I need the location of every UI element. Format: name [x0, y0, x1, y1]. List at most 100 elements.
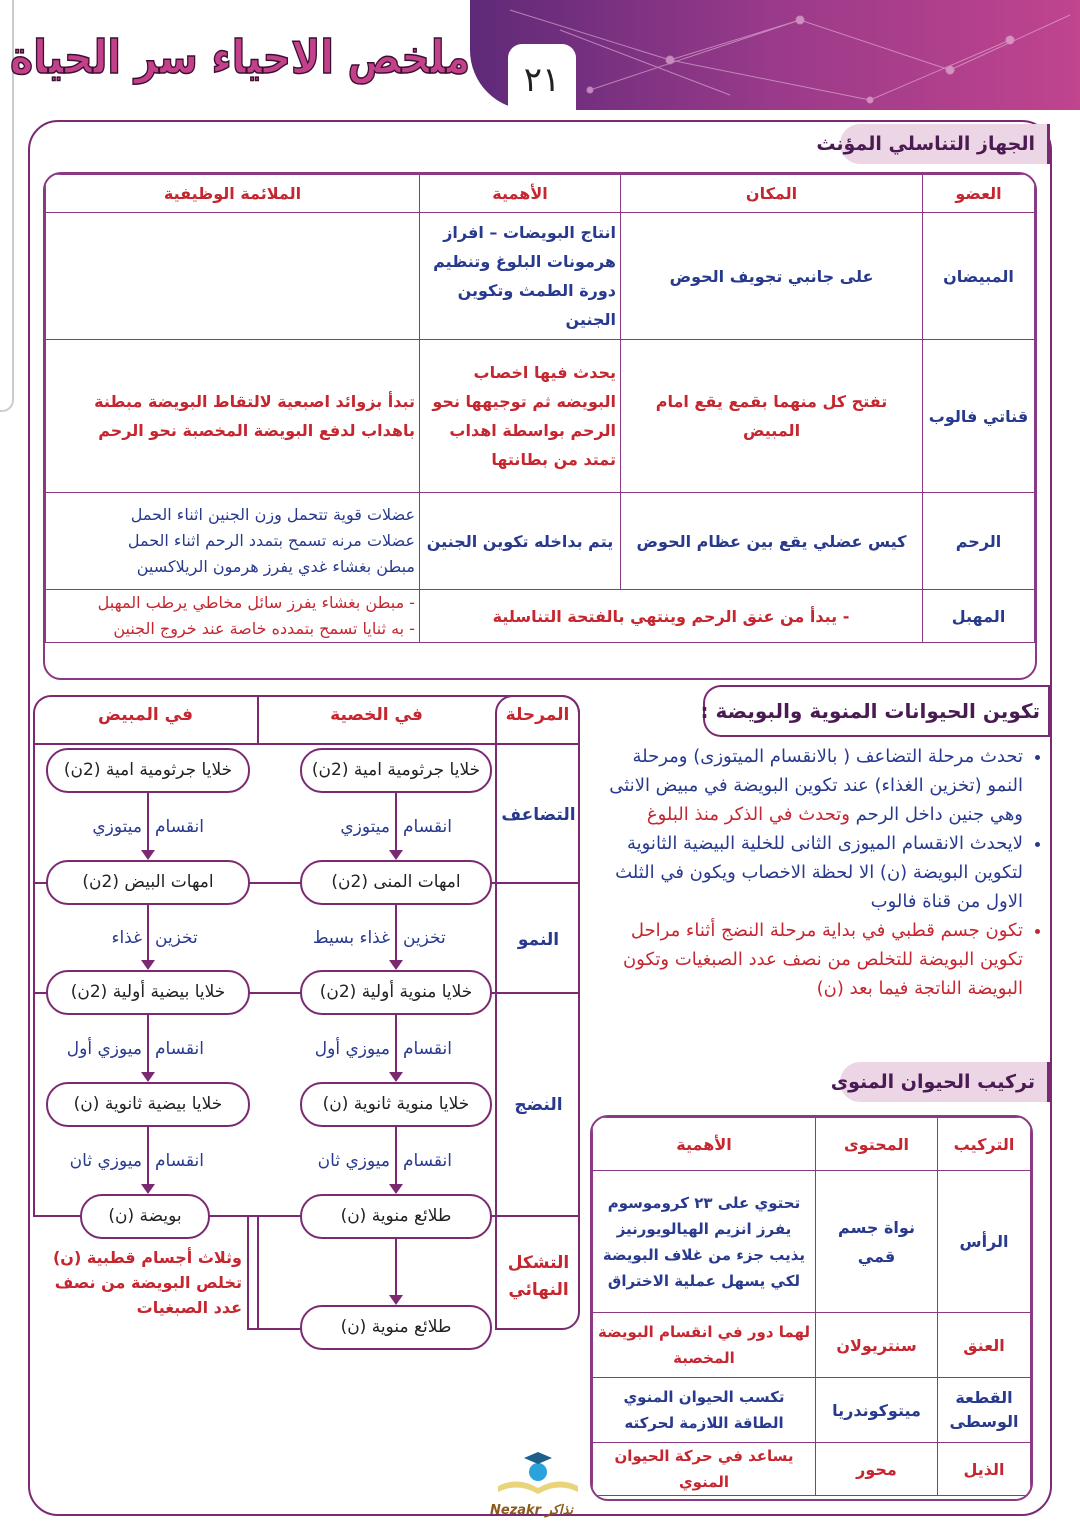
bullet-text: لايحدث الانقسام الميوزى الثانى للخلية ال… [615, 833, 1023, 912]
arrow-label: انقسام [155, 1038, 204, 1059]
arrow-label: ميوزي ثان [317, 1150, 390, 1171]
adaptation-line: - مبطن بغشاء يفرز سائل مخاطي يرطب المهبل [97, 593, 415, 612]
ovary-stage-box: بويضة (ن) [80, 1194, 210, 1239]
arrow-down-icon [141, 850, 155, 860]
cell-importance: يحدث فيها اخصاب البويضه ثم توجيهها نحو ا… [419, 339, 621, 493]
table-row: الرأس نواة جسم قمي تحتوي على ٢٣ كروموسوم… [592, 1170, 1031, 1313]
arrow-label: انقسام [155, 816, 204, 837]
header-stage: المرحلة [505, 705, 570, 725]
col-content: المحتوى [815, 1117, 938, 1171]
section-heading-gametogenesis: تكوين الحيوانات المنوية والبويضة : [701, 685, 1052, 737]
arrow-label: انقسام [155, 1150, 204, 1171]
ovary-stage-box: خلايا جرثومية امية (2ن) [46, 748, 250, 793]
testis-stage-box: امهات المنى (2ن) [300, 860, 492, 905]
arrow-label: انقسام [403, 1150, 452, 1171]
polar-bodies-note: وثلاث أجسام قطبية (ن) تخلص البويضة من نص… [52, 1248, 242, 1317]
ovary-stage-box: خلايا بيضية أولية (2ن) [46, 970, 250, 1015]
col-place: المكان [620, 174, 923, 213]
testis-stage-box: خلايا منوية ثانوية (ن) [300, 1082, 492, 1127]
table-row: الرحم كيس عضلي يقع بين عظام الحوض يتم بد… [45, 492, 1035, 590]
table-header-row: العضو المكان الأهمية الملائمة الوظيفية [45, 174, 1035, 213]
cell-importance: تحتوي على ٢٣ كروموسوم يفرز انزيم الهيالو… [592, 1170, 816, 1313]
arrow-label: ميوزي ثان [69, 1150, 142, 1171]
table-row: المبيضان على جانبي تجويف الحوض انتاج الب… [45, 212, 1035, 340]
ovary-stage-box: امهات البيض (2ن) [46, 860, 250, 905]
ovary-stage-box: خلايا بيضية ثانوية (ن) [46, 1082, 250, 1127]
arrow-down-icon [389, 1295, 403, 1305]
cell-importance: يتم بداخله تكوين الجنين [419, 492, 621, 590]
svg-text:Nezakr نذاكر: Nezakr نذاكر [490, 1503, 574, 1518]
cell-place: على جانبي تجويف الحوض [620, 212, 923, 340]
bullet-text: تحدث مرحلة التضاعف ( بالانقسام الميتوزى)… [609, 746, 1023, 825]
cell-adaptation: - مبطن بغشاء يفرز سائل مخاطي يرطب المهبل… [45, 589, 420, 643]
arrow-down-icon [141, 960, 155, 970]
col-adaptation: الملائمة الوظيفية [45, 174, 420, 213]
table-row: العنق سنتريولان لهما دور في انقسام البوي… [592, 1312, 1031, 1378]
testis-stage-box: طلائع منوية (ن) [300, 1194, 492, 1239]
stage-column [495, 695, 580, 1330]
cell-importance: لهما دور في انقسام البويضة المخصبة [592, 1312, 816, 1378]
cell-importance: يساعد في حركة الحيوان المنوي [592, 1442, 816, 1496]
cell-content: ميتوكوندريا [815, 1377, 938, 1443]
page-title: ملخص الاحياء سر الحياة [9, 29, 470, 85]
cell-part: العنق [937, 1312, 1031, 1378]
cell-content: سنتريولان [815, 1312, 938, 1378]
cell-adaptation [45, 212, 420, 340]
arrow-label: غذاء بسيط [312, 927, 390, 948]
cell-place: تفتح كل منهما بقمع يقع امام المبيض [620, 339, 923, 493]
table-header-row: التركيب المحتوى الأهمية [592, 1117, 1031, 1171]
bullet-item: تكون جسم قطبي في بداية مرحلة النضج أثناء… [595, 916, 1023, 1003]
bullet-text-highlight: وتحدث في الذكر منذ البلوغ [646, 804, 850, 825]
arrow-down-icon [389, 850, 403, 860]
stage-maturation: النضج [514, 1095, 563, 1115]
adaptation-line: - به ثنايا تسمح بتمدده خاصة عند خروج الج… [113, 619, 415, 638]
bullet-text-highlight: تكون جسم قطبي في بداية مرحلة النضج أثناء… [622, 920, 1023, 999]
table-row: الذيل محور يساعد في حركة الحيوان المنوي [592, 1442, 1031, 1496]
cell-content: محور [815, 1442, 938, 1496]
female-system-table: العضو المكان الأهمية الملائمة الوظيفية ا… [43, 172, 1037, 680]
cell-place-importance: - يبدأ من عنق الرحم وينتهي بالفتحة التنا… [419, 589, 923, 643]
table-row: المهبل - يبدأ من عنق الرحم وينتهي بالفتح… [45, 589, 1035, 643]
bullet-item: لايحدث الانقسام الميوزى الثانى للخلية ال… [595, 829, 1023, 916]
section-heading-female-system: الجهاز التناسلي المؤنث [816, 124, 1050, 164]
nezakr-logo: Nezakr نذاكر [488, 1448, 588, 1520]
stage-multiplication: التضاعف [501, 805, 576, 825]
arrow-down-icon [389, 960, 403, 970]
bullet-item: تحدث مرحلة التضاعف ( بالانقسام الميتوزى)… [595, 742, 1023, 829]
page-number: ٢١ [508, 44, 576, 110]
graduate-book-icon: Nezakr نذاكر [490, 1452, 578, 1518]
testis-stage-box: طلائع منوية (ن) [300, 1305, 492, 1350]
arrow-label: غذاء [111, 927, 142, 948]
cell-adaptation: تبدأ بزوائد اصبعية لالتقاط البويضة مبطنة… [45, 339, 420, 493]
header-ovary: في المبيض [98, 705, 193, 725]
stage-final-formation: التشكل النهائي [507, 1253, 570, 1300]
stage-growth: النمو [517, 930, 560, 950]
cell-organ: المبيضان [922, 212, 1035, 340]
cell-place: كيس عضلي يقع بين عظام الحوض [620, 492, 923, 590]
cell-organ: المهبل [922, 589, 1035, 643]
cell-importance: انتاج البويضات – افراز هرمونات البلوغ وت… [419, 212, 621, 340]
arrow-label: تخزين [155, 927, 198, 948]
testis-stage-box: خلايا جرثومية امية (2ن) [300, 748, 492, 793]
arrow-label: تخزين [403, 927, 446, 948]
adaptation-line: عضلات قوية تتحمل وزن الجنين اثناء الحمل [130, 505, 415, 524]
testis-stage-box: خلايا منوية أولية (2ن) [300, 970, 492, 1015]
cell-adaptation: عضلات قوية تتحمل وزن الجنين اثناء الحمل … [45, 492, 420, 590]
cell-importance: تكسب الحيوان المنوي الطاقة اللازمة لحركت… [592, 1377, 816, 1443]
header-testis: في الخصية [330, 705, 423, 725]
cell-part: القطعة الوسطى [937, 1377, 1031, 1443]
col-importance: الأهمية [592, 1117, 816, 1171]
page-title-wrap: ملخص الاحياء سر الحياة [9, 22, 470, 92]
section-heading-sperm: تركيب الحيوان المنوى [831, 1062, 1050, 1102]
table-row: قناتي فالوب تفتح كل منهما بقمع يقع امام … [45, 339, 1035, 493]
gametogenesis-bullets: تحدث مرحلة التضاعف ( بالانقسام الميتوزى)… [595, 742, 1045, 1003]
arrow-label: انقسام [403, 1038, 452, 1059]
arrow-down-icon [141, 1072, 155, 1082]
arrow-label: ميتوزي [92, 816, 142, 837]
arrow-label: ميتوزي [340, 816, 390, 837]
col-part: التركيب [937, 1117, 1031, 1171]
cell-organ: قناتي فالوب [922, 339, 1035, 493]
arrow-down-icon [141, 1184, 155, 1194]
cell-part: الذيل [937, 1442, 1031, 1496]
arrow-down-icon [389, 1184, 403, 1194]
